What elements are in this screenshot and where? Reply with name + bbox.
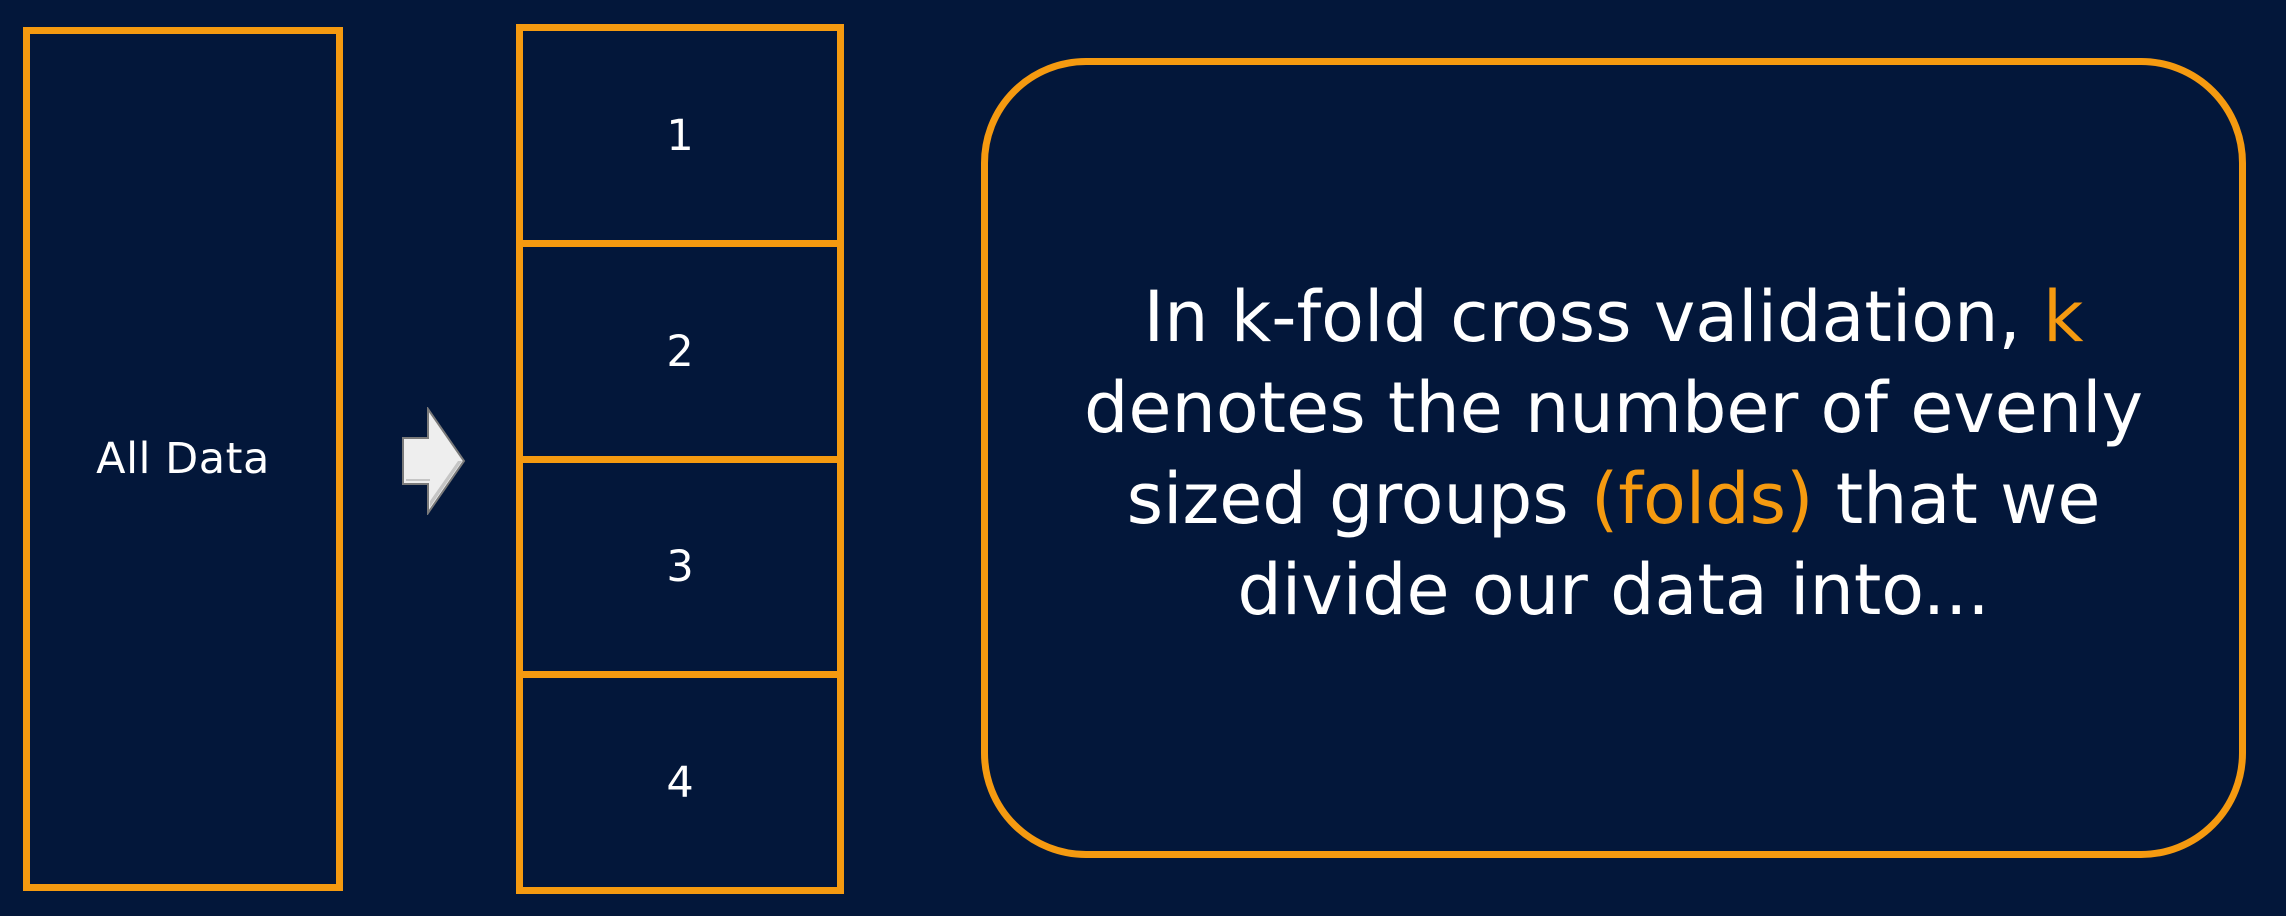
definition-text-part2: denotes the number of evenly sized group…	[1083, 367, 2144, 540]
definition-text-part1: In k-fold cross validation,	[1143, 276, 2043, 358]
k-highlight: k	[2043, 276, 2084, 358]
right-arrow-icon	[402, 407, 466, 515]
all-data-label: All Data	[96, 434, 270, 484]
folds-stack: 1 2 3 4	[516, 24, 844, 894]
fold-1: 1	[516, 24, 844, 247]
all-data-box: All Data	[23, 27, 343, 891]
fold-label: 2	[666, 326, 694, 377]
fold-3: 3	[516, 456, 844, 678]
fold-label: 3	[666, 542, 694, 592]
fold-label: 4	[666, 757, 694, 808]
fold-4: 4	[516, 671, 844, 894]
definition-text: In k-fold cross validation, k denotes th…	[1024, 272, 2204, 636]
fold-2: 2	[516, 240, 844, 463]
fold-label: 1	[666, 110, 694, 161]
folds-highlight: (folds)	[1591, 458, 1814, 540]
definition-box: In k-fold cross validation, k denotes th…	[981, 58, 2246, 858]
definition-text-part3: that we divide our data into...	[1237, 458, 2101, 631]
